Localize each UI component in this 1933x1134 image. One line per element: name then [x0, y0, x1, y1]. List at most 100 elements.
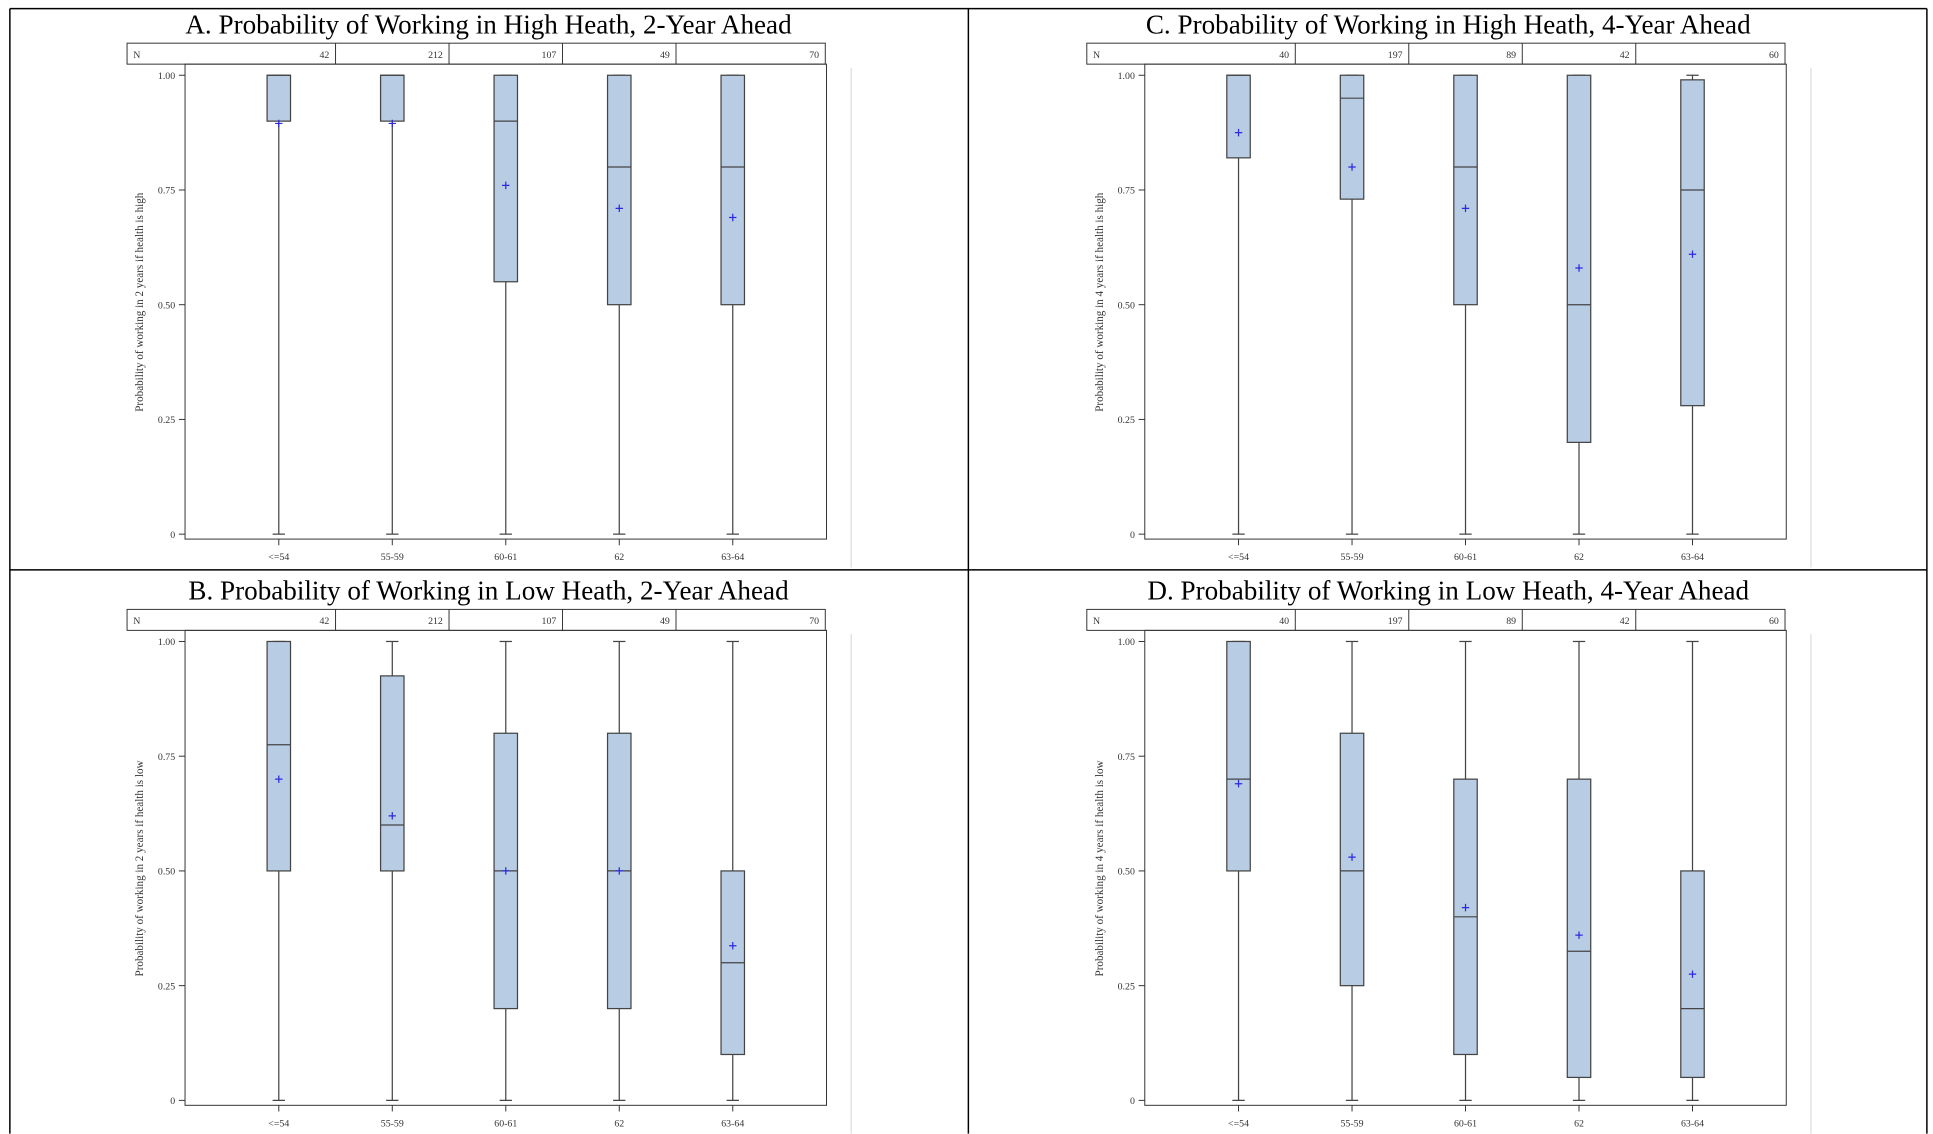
y-tick-label: 1.00 — [1118, 637, 1135, 648]
box — [1680, 79, 1705, 407]
panel-title: B. Probability of Working in Low Heath, … — [188, 576, 789, 606]
y-tick-label: 0 — [170, 530, 175, 541]
box — [1226, 74, 1251, 159]
n-count: 40 — [1279, 50, 1289, 61]
y-tick-label: 0.50 — [1118, 867, 1135, 878]
n-count: 212 — [428, 616, 443, 627]
n-count: 70 — [809, 50, 819, 61]
y-tick-label: 0.50 — [1118, 300, 1135, 311]
x-tick-label: 55-59 — [381, 552, 404, 563]
x-tick-label: 63-64 — [1681, 552, 1704, 563]
y-tick-label: 0 — [1130, 1096, 1135, 1107]
scene: A. Probability of Working in High Heath,… — [9, 7, 1928, 1134]
y-tick-label: 0.25 — [1118, 981, 1135, 992]
n-row — [126, 42, 826, 65]
y-tick-label: 1.00 — [1118, 71, 1135, 82]
x-tick-label: 63-64 — [721, 552, 744, 563]
n-row — [1086, 42, 1786, 65]
mean-marker — [275, 775, 283, 783]
mean-marker — [502, 181, 510, 190]
panel: C. Probability of Working in High Heath,… — [1086, 9, 1812, 568]
mean-marker — [1234, 128, 1243, 137]
x-tick-label: <=54 — [1228, 552, 1249, 563]
mean-marker — [615, 204, 623, 213]
box — [266, 74, 292, 122]
x-tick-label: 62 — [614, 1118, 624, 1129]
box — [493, 74, 519, 283]
n-label: N — [1093, 50, 1100, 61]
x-tick-label: 62 — [1574, 552, 1584, 563]
n-count: 107 — [542, 50, 557, 61]
box — [1453, 74, 1478, 306]
mean-marker — [729, 213, 737, 222]
y-tick-label: 0.25 — [158, 981, 175, 992]
n-label: N — [1093, 616, 1100, 627]
n-count: 49 — [660, 616, 670, 627]
n-count: 42 — [1620, 616, 1630, 627]
panel-title: C. Probability of Working in High Heath,… — [1146, 9, 1751, 39]
x-tick-label: 60-61 — [1454, 552, 1477, 563]
panel: A. Probability of Working in High Heath,… — [126, 9, 852, 568]
mean-marker — [1348, 853, 1356, 861]
n-count: 107 — [542, 616, 557, 627]
y-tick-label: 0.75 — [158, 752, 175, 763]
mean-marker — [1461, 903, 1470, 912]
panel-title: D. Probability of Working in Low Heath, … — [1147, 576, 1749, 606]
box — [1226, 640, 1251, 872]
x-tick-label: 63-64 — [721, 1118, 744, 1129]
n-count: 70 — [809, 616, 819, 627]
y-tick-label: 0.75 — [158, 186, 175, 197]
n-count: 42 — [320, 616, 330, 627]
x-tick-label: <=54 — [268, 552, 289, 563]
box — [379, 74, 405, 122]
box — [720, 74, 746, 306]
mean-marker — [1234, 780, 1243, 788]
y-tick-label: 0.75 — [1118, 186, 1135, 197]
n-row — [1086, 608, 1786, 631]
x-tick-label: 60-61 — [494, 1118, 517, 1129]
n-count: 42 — [320, 50, 330, 61]
box — [379, 675, 405, 872]
mean-marker — [388, 119, 396, 128]
x-tick-label: 62 — [1574, 1118, 1584, 1129]
n-count: 60 — [1769, 50, 1779, 61]
n-count: 49 — [660, 50, 670, 61]
x-tick-label: 62 — [614, 552, 624, 563]
y-tick-label: 0 — [170, 1096, 175, 1107]
mean-marker — [615, 867, 623, 875]
y-tick-label: 1.00 — [158, 71, 175, 82]
n-count: 89 — [1506, 50, 1516, 61]
box — [266, 640, 292, 872]
y-tick-label: 0.25 — [158, 415, 175, 426]
mean-marker — [729, 942, 737, 950]
n-row — [126, 608, 826, 631]
y-tick-label: 0.75 — [1118, 752, 1135, 763]
n-count: 212 — [428, 50, 443, 61]
x-tick-label: 60-61 — [494, 552, 517, 563]
n-label: N — [133, 50, 140, 61]
y-axis-title: Probability of working in 2 years if hea… — [134, 760, 146, 976]
mean-marker — [1575, 931, 1583, 939]
y-tick-label: 0.50 — [158, 867, 175, 878]
mean-marker — [1688, 970, 1697, 978]
panel-title: A. Probability of Working in High Heath,… — [185, 9, 792, 39]
n-count: 89 — [1506, 616, 1516, 627]
y-tick-label: 0.25 — [1118, 415, 1135, 426]
n-count: 60 — [1769, 616, 1779, 627]
mean-marker — [275, 119, 283, 128]
mean-marker — [1575, 264, 1583, 272]
panel-grid — [9, 7, 1928, 1134]
n-label: N — [133, 616, 140, 627]
n-count: 197 — [1388, 616, 1403, 627]
box — [1566, 778, 1592, 1079]
x-tick-label: <=54 — [268, 1118, 289, 1129]
x-tick-label: 55-59 — [1341, 1118, 1364, 1129]
y-axis-title: Probability of working in 2 years if hea… — [134, 192, 146, 412]
mean-marker — [1688, 250, 1697, 258]
box — [1339, 74, 1365, 200]
x-tick-label: 60-61 — [1454, 1118, 1477, 1129]
mean-marker — [502, 867, 510, 875]
y-tick-label: 1.00 — [158, 637, 175, 648]
